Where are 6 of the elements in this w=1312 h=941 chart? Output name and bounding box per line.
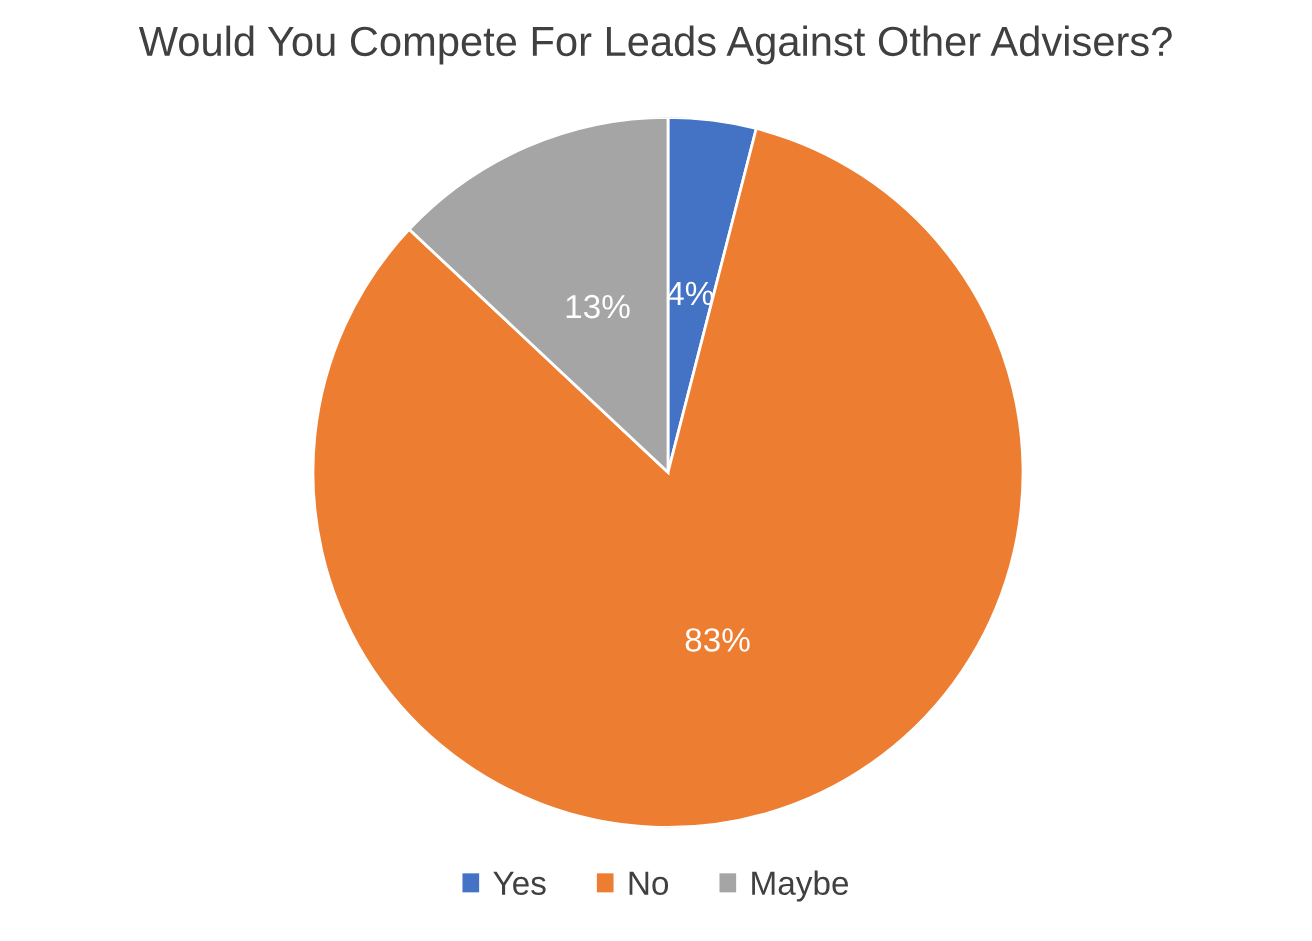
chart-title: Would You Compete For Leads Against Other Advisers? <box>138 25 1172 65</box>
legend-label: Maybe <box>752 870 849 902</box>
legend-label: Yes <box>493 871 546 895</box>
data-label: 83% <box>685 628 750 652</box>
legend-label: No <box>629 871 669 895</box>
data-label: 13% <box>566 294 630 319</box>
